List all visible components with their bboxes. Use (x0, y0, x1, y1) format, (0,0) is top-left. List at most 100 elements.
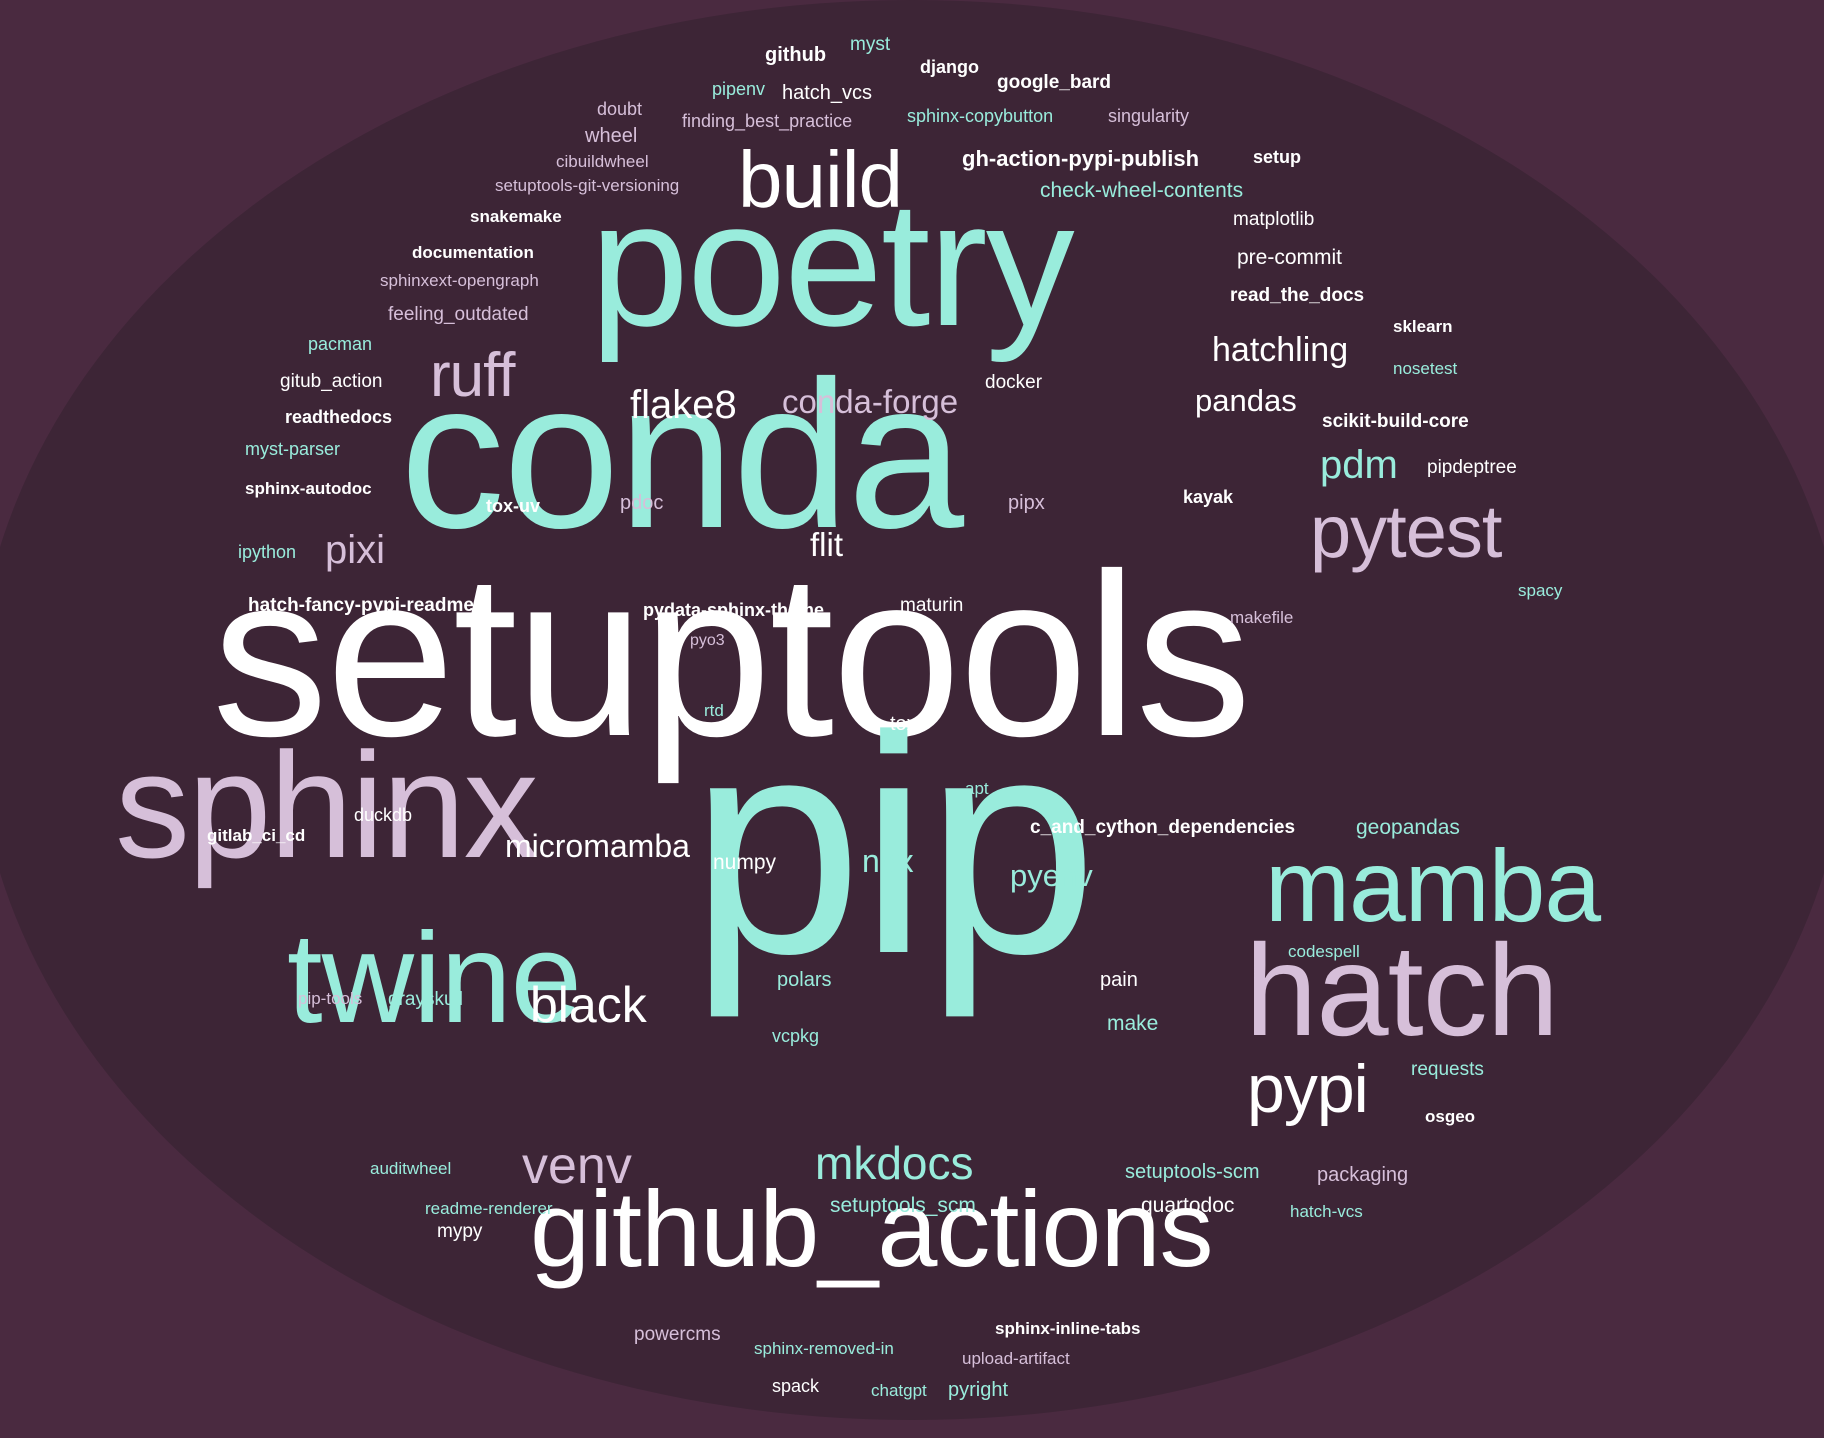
word-pyenv: pyenv (1010, 858, 1093, 893)
word-scikit-build-core: scikit-build-core (1322, 411, 1469, 432)
word-maturin: maturin (900, 595, 964, 616)
word-apt: apt (965, 779, 989, 798)
word-pip-tools: pip-tools (298, 989, 363, 1008)
word-quartodoc: quartodoc (1141, 1194, 1235, 1217)
word-sphinxext-opengraph: sphinxext-opengraph (380, 271, 539, 290)
word-myst-parser: myst-parser (245, 439, 341, 459)
word-osgeo: osgeo (1425, 1107, 1476, 1126)
word-hatch: hatch (1245, 917, 1559, 1063)
word-singularity: singularity (1108, 106, 1190, 126)
word-pipenv: pipenv (712, 79, 766, 99)
word-setuptools: setuptools (212, 526, 1252, 785)
word-requests: requests (1411, 1059, 1484, 1080)
word-duckdb: duckdb (354, 805, 413, 825)
word-mypy: mypy (437, 1221, 483, 1242)
word-twine: twine (287, 907, 582, 1050)
word-readme-renderer: readme-renderer (425, 1199, 553, 1218)
word-sphinx-removed-in: sphinx-removed-in (754, 1339, 894, 1358)
word-venv: venv (522, 1137, 632, 1195)
word-ruff: ruff (430, 341, 515, 410)
word-codespell: codespell (1288, 942, 1360, 961)
word-pain: pain (1100, 969, 1138, 991)
word-makefile: makefile (1230, 608, 1294, 627)
word-nox: nox (862, 843, 914, 879)
word-mamba: mamba (1265, 829, 1601, 943)
word-setuptools-git-versioning: setuptools-git-versioning (495, 176, 680, 195)
word-pixi: pixi (325, 528, 386, 572)
word-c-and-cython-dependencies: c_and_cython_dependencies (1030, 817, 1296, 838)
word-spack: spack (772, 1376, 820, 1396)
word-sklearn: sklearn (1393, 317, 1453, 336)
word-packaging: packaging (1317, 1164, 1409, 1186)
word-finding-best-practice: finding_best_practice (682, 111, 853, 131)
word-spacy: spacy (1518, 581, 1563, 600)
word-rtd: rtd (704, 701, 724, 720)
word-vcpkg: vcpkg (772, 1026, 820, 1046)
word-pdm: pdm (1320, 443, 1398, 487)
word-wheel: wheel (585, 125, 638, 147)
word-feeling-outdated: feeling_outdated (388, 304, 529, 325)
word-chatgpt: chatgpt (871, 1381, 927, 1400)
word-numpy: numpy (713, 851, 777, 874)
word-gitub-action: gitub_action (280, 371, 383, 392)
word-conda: conda (400, 337, 964, 572)
word-setup: setup (1253, 147, 1302, 167)
word-cibuildwheel: cibuildwheel (556, 152, 649, 171)
word-grayskull: grayskull (388, 989, 463, 1010)
word-gh-action-pypi-publish: gh-action-pypi-publish (962, 146, 1200, 171)
word-check-wheel-contents: check-wheel-contents (1040, 179, 1244, 202)
word-micromamba: micromamba (505, 828, 690, 864)
word-pdoc: pdoc (620, 492, 664, 514)
word-google-bard: google_bard (997, 72, 1112, 93)
word-pandas: pandas (1195, 383, 1297, 418)
word-build: build (738, 135, 903, 224)
word-pip: pip (690, 671, 1098, 1018)
word-read-the-docs: read_the_docs (1230, 285, 1365, 306)
word-hatchling: hatchling (1212, 331, 1349, 369)
word-hatch-vcs-dash: hatch-vcs (1290, 1202, 1363, 1221)
word-geopandas: geopandas (1356, 816, 1460, 839)
word-pypi: pypi (1247, 1051, 1369, 1127)
word-sphinx-autodoc: sphinx-autodoc (245, 479, 372, 498)
word-hatch-vcs-underscore: hatch_vcs (782, 82, 873, 104)
word-myst: myst (850, 34, 891, 55)
word-sphinx-inline-tabs: sphinx-inline-tabs (995, 1319, 1141, 1338)
word-make: make (1107, 1012, 1159, 1035)
word-nosetest: nosetest (1393, 359, 1458, 378)
word-pyo3: pyo3 (690, 632, 725, 649)
word-ipython: ipython (238, 542, 297, 562)
word-github: github (765, 44, 827, 66)
word-setuptools-scm-dash: setuptools-scm (1125, 1161, 1260, 1183)
word-conda-forge: conda-forge (782, 383, 959, 420)
word-pyright: pyright (948, 1379, 1009, 1401)
word-sphinx: sphinx (115, 721, 539, 889)
word-github-actions: github_actions (530, 1168, 1214, 1289)
word-upload-artifact: upload-artifact (962, 1349, 1070, 1368)
word-pre-commit: pre-commit (1237, 246, 1343, 269)
word-poetry: poetry (590, 164, 1075, 363)
word-gitlab-ci-cd: gitlab_ci_cd (207, 826, 306, 845)
word-hatch-fancy-pypi-readme: hatch-fancy-pypi-readme (248, 595, 474, 616)
word-tox: tox (890, 713, 917, 735)
word-pipdeptree: pipdeptree (1427, 457, 1517, 478)
word-auditwheel: auditwheel (370, 1159, 452, 1178)
word-snakemake: snakemake (470, 207, 562, 226)
word-sphinx-copybutton: sphinx-copybutton (907, 106, 1054, 126)
word-black: black (530, 977, 647, 1033)
word-mkdocs: mkdocs (815, 1137, 974, 1189)
word-kayak: kayak (1183, 487, 1234, 507)
word-pipx: pipx (1008, 492, 1045, 514)
word-django: django (920, 57, 979, 77)
word-setuptools-scm-underscore: setuptools_scm (830, 1194, 976, 1217)
word-documentation: documentation (412, 243, 534, 262)
word-pydata-sphinx-theme: pydata-sphinx-theme (643, 600, 825, 620)
word-powercms: powercms (634, 1324, 721, 1345)
word-matplotlib: matplotlib (1233, 209, 1315, 230)
word-pacman: pacman (308, 334, 373, 354)
word-flake8: flake8 (630, 383, 737, 427)
word-pytest: pytest (1310, 490, 1502, 573)
word-docker: docker (985, 372, 1043, 393)
word-tox-uv: tox-uv (486, 496, 540, 516)
